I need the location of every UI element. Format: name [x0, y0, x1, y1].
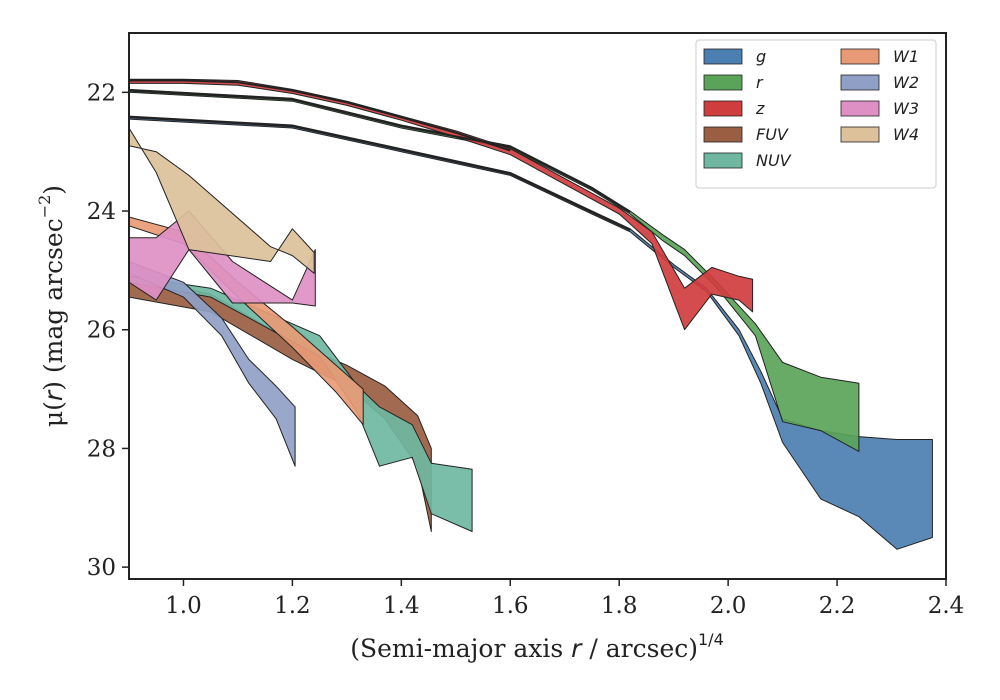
legend: grz FUV NUV W1 W2 W3 W4 [695, 39, 937, 189]
x-tick-label: 1.0 [165, 593, 202, 619]
legend-label-w4: W4 [893, 125, 919, 144]
tick-layer: 1.0 1.2 1.4 1.6 1.8 2.0 2.2 2.4 22 24 26 28 30 [87, 80, 965, 619]
profile-line-1 [129, 116, 631, 231]
legend-swatch-w2 [840, 74, 880, 91]
x-tick-label: 1.2 [274, 593, 311, 619]
x-axis-title: (Semi-major axis r / arcsec)1/4 [350, 630, 724, 663]
legend-label-w1: W1 [893, 47, 919, 66]
legend-swatch-nuv [703, 152, 743, 169]
y-tick-label: 22 [87, 80, 116, 106]
legend-swatch-w3 [840, 100, 880, 117]
y-tick-label: 24 [87, 199, 116, 225]
band-nuv [129, 275, 473, 532]
band-r [129, 88, 860, 452]
legend-swatch-w1 [840, 48, 880, 65]
x-tick-label: 1.4 [383, 593, 420, 619]
profile-line-layer [129, 79, 631, 231]
band-g [129, 115, 933, 550]
profile-line-3 [129, 79, 511, 152]
x-tick-label: 2.0 [710, 593, 747, 619]
band-w4 [129, 127, 315, 274]
legend-label-z: z [755, 99, 765, 118]
y-tick-label: 26 [87, 318, 116, 344]
x-tick-label: 2.4 [928, 593, 965, 619]
legend-swatch-w4 [840, 126, 880, 143]
legend-label-g: g [756, 47, 766, 66]
legend-label-w3: W3 [893, 99, 919, 118]
legend-label-w2: W2 [893, 73, 919, 92]
x-tick-label: 1.6 [492, 593, 529, 619]
legend-swatch-r [703, 74, 743, 91]
legend-label-nuv: NUV [756, 151, 792, 170]
y-tick-label: 28 [87, 436, 116, 462]
legend-label-fuv: FUV [756, 125, 789, 144]
band-w2 [129, 261, 296, 467]
profile-line-2 [129, 89, 631, 214]
x-tick-label: 1.8 [601, 593, 638, 619]
legend-swatch-fuv [703, 126, 743, 143]
legend-swatch-z [703, 100, 743, 117]
x-tick-label: 2.2 [819, 593, 856, 619]
band-layer [129, 78, 933, 550]
y-tick-label: 30 [87, 555, 116, 581]
y-axis-title: μ(r) (mag arcsec−2) [35, 185, 68, 427]
legend-label-r: r [756, 73, 764, 92]
legend-swatch-g [703, 48, 743, 65]
plot-frame [128, 32, 947, 580]
